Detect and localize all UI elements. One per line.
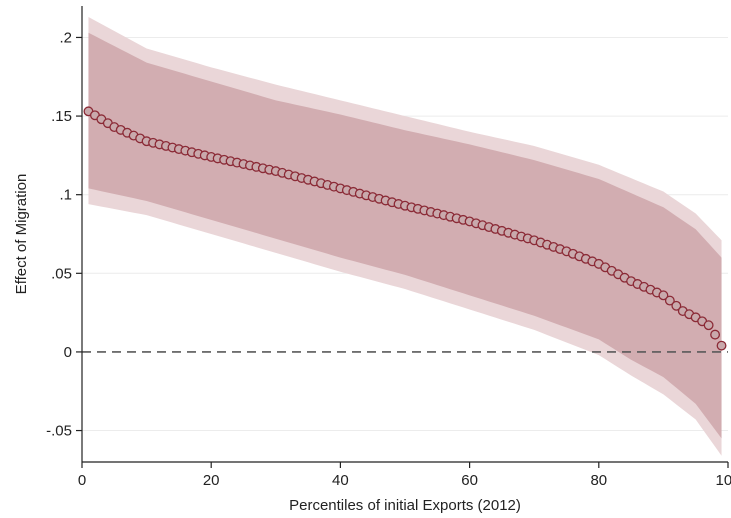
point-estimate-91 <box>664 295 675 306</box>
confidence-bands <box>88 17 722 456</box>
y-tick-label-3: .1 <box>59 187 72 204</box>
x-axis-title: Percentiles of initial Exports (2012) <box>289 497 521 514</box>
point-estimate-92 <box>671 300 682 311</box>
point-estimate-97 <box>703 320 714 331</box>
x-tick-label-4: 80 <box>590 472 607 489</box>
y-tick-label-0: -.05 <box>46 423 72 440</box>
point-estimate-98 <box>710 329 721 340</box>
y-tick-label-4: .15 <box>51 108 72 125</box>
x-tick-label-1: 20 <box>203 472 220 489</box>
y-tick-label-1: 0 <box>64 344 72 361</box>
x-tick-label-3: 60 <box>461 472 478 489</box>
x-tick-label-0: 0 <box>78 472 86 489</box>
y-tick-label-2: .05 <box>51 265 72 282</box>
ci90-band <box>88 32 722 439</box>
tick-labels: -.05 0 .05 .1 .15 .2 0 20 40 60 80 100 <box>46 29 731 489</box>
x-tick-label-2: 40 <box>332 472 349 489</box>
x-tick-label-5: 100 <box>715 472 731 489</box>
point-estimate-99 <box>716 340 727 351</box>
y-axis-title: Effect of Migration <box>13 174 30 295</box>
point-estimates <box>83 106 727 351</box>
y-tick-label-5: .2 <box>59 29 72 46</box>
point-estimate-90 <box>658 290 669 301</box>
axes <box>76 6 729 468</box>
